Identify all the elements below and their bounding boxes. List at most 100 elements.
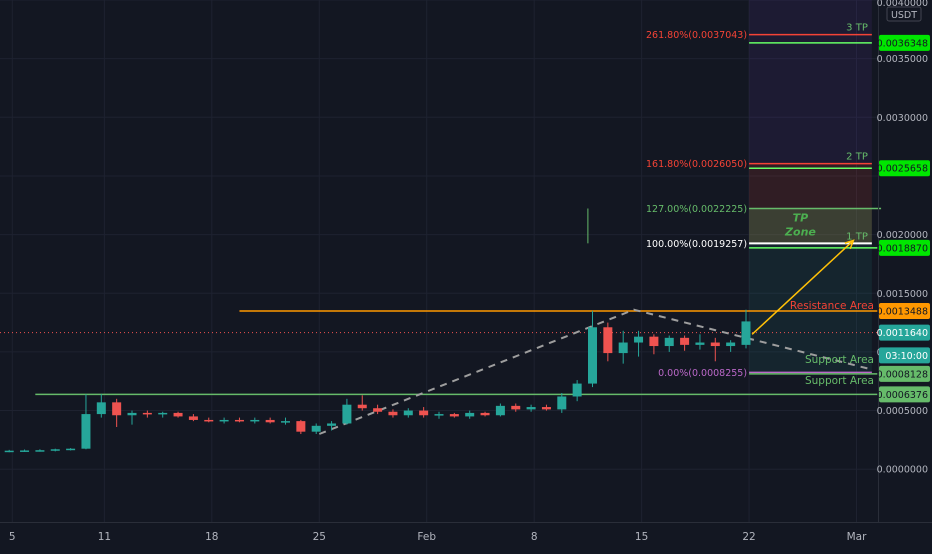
tp-zone-label: TP [793,212,809,225]
x-tick-label: Mar [847,531,867,543]
candle-body [96,402,106,415]
tp-zone-label: Zone [784,226,816,239]
candle-body [618,342,628,354]
candle-body [311,425,321,432]
candle-body [741,321,751,345]
area-label: Support Area [805,375,874,387]
x-tick-label: 25 [313,531,326,543]
y-tick-label: 0.0035000 [877,54,928,65]
candle-body [695,342,705,345]
candle-body [112,402,122,416]
candle-body [434,414,444,416]
price-tag [879,347,930,364]
price-tag [879,239,930,256]
price-tag [879,302,930,319]
candle-body [572,383,582,397]
area-label: Resistance Area [790,300,874,312]
candle-body [526,407,536,410]
area-label: Support Area [805,354,874,366]
fib-zone-green [749,243,872,373]
x-tick-label: 8 [531,531,538,543]
candle-body [265,419,275,423]
fib-label: 161.80%(0.0026050) [646,159,747,170]
price-tag-label: 0.0013488 [877,306,928,317]
x-tick-label: 11 [98,531,111,543]
candle-body [219,419,229,422]
price-tag [879,365,930,382]
candle-body [649,336,659,347]
fib-label: 0.00%(0.0008255) [658,368,747,379]
fib-zone-top [749,0,872,164]
candle-body [449,414,459,417]
candle-body [234,419,244,422]
candle-body [419,410,429,416]
currency-box [886,6,922,22]
candle-body [541,407,551,410]
candle-body [204,419,214,422]
x-tick-label: 18 [205,531,218,543]
candle-body [664,337,674,347]
candle-body [465,412,475,417]
candle-body [250,419,260,422]
candle-body [20,450,30,452]
price-tag-label: 0.0036348 [877,38,928,49]
price-tag [879,160,930,177]
candle-body [373,408,383,412]
y-tick-label: 0.0030000 [877,113,928,124]
candle-body [81,414,91,449]
candle-body [142,412,152,415]
projection-dashed-path [318,308,873,435]
price-tag-label: 03:10:00 [885,351,928,362]
candle-body [603,327,613,354]
candle-body [66,448,76,451]
candle-body [342,404,352,424]
y-tick-label: 0.0015000 [877,289,928,300]
candle-body [680,337,690,345]
tp-zone-box [749,208,872,244]
candle-body [281,421,291,423]
price-tag [879,34,930,51]
price-tag [879,324,930,341]
y-tick-label: 0.0040000 [877,0,928,9]
y-tick-label: 0.0005000 [877,406,928,417]
candle-body [726,342,736,347]
projection-arrow-head [844,239,855,250]
candle-body [4,450,14,453]
fib-label: 100.00%(0.0019257) [646,239,747,250]
projection-arrow-line [751,239,854,335]
fib-zone-red [749,163,872,244]
currency-label: USDT [891,10,917,21]
candle-body [511,405,521,410]
y-tick-label: 0.0000000 [877,465,928,476]
candle-body [173,412,183,417]
candle-body [188,416,198,420]
candle-body [403,410,413,416]
candle-body [634,336,644,343]
x-tick-label: Feb [417,531,436,543]
tp-label: 3 TP [846,23,868,34]
price-tag-label: 0.0018870 [877,243,928,254]
price-tag-label: 0.0006376 [877,390,928,401]
candle-body [50,449,60,451]
candle-body [296,421,306,432]
candle-body [710,342,720,347]
price-tag [879,386,930,403]
candle-body [327,423,337,426]
candle-body [557,396,567,410]
tp-label: 2 TP [846,152,868,163]
candle-body [127,412,137,416]
candle-body [357,404,367,409]
candle-body [587,327,597,384]
candle-body [495,405,505,416]
y-tick-label: 0.0020000 [877,230,928,241]
fib-label: 127.00%(0.0022225) [646,204,747,215]
x-tick-label: 22 [742,531,755,543]
candle-body [35,450,45,452]
candle-body [158,412,168,415]
fib-label: 261.80%(0.0037043) [646,30,747,41]
tp-label: 1 TP [846,231,868,242]
candle-body [480,412,490,416]
